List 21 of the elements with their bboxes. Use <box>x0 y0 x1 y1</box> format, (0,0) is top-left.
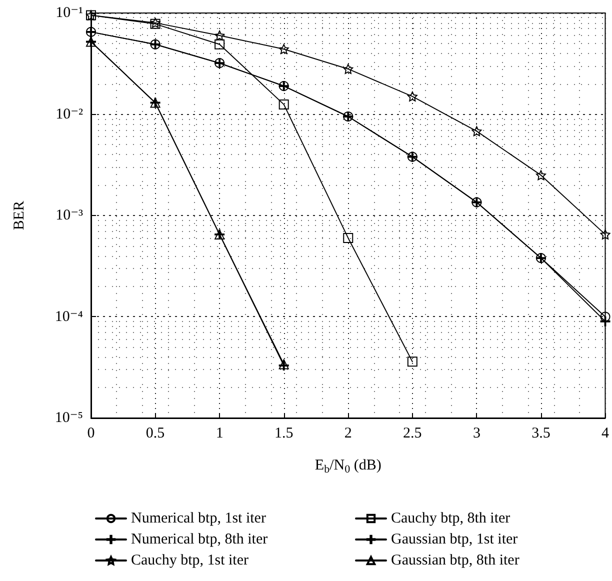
x-tick-label: 3.5 <box>532 426 550 442</box>
x-tick-label: 0.5 <box>146 426 165 442</box>
legend-label: Cauchy btp, 1st iter <box>131 552 248 568</box>
legend-label: Gaussian btp, 1st iter <box>391 532 518 548</box>
legend-label: Cauchy btp, 8th iter <box>391 510 510 526</box>
x-tick-label: 4 <box>602 426 610 442</box>
y-tick-label: 10⁻⁵ <box>54 410 83 426</box>
y-tick-label: 10⁻³ <box>56 208 84 224</box>
x-tick-label: 1.5 <box>274 426 294 442</box>
x-tick-label: 2 <box>344 426 352 442</box>
x-tick-label: 1 <box>216 426 224 442</box>
y-tick-label: 10⁻² <box>56 106 84 122</box>
legend-label: Gaussian btp, 8th iter <box>391 552 520 568</box>
y-tick-label: 10⁻⁴ <box>54 308 83 325</box>
x-tick-label: 0 <box>87 426 95 442</box>
legend-label: Numerical btp, 8th iter <box>131 532 268 548</box>
x-tick-label: 3 <box>472 426 480 442</box>
y-tick-label: 10⁻¹ <box>56 5 83 21</box>
y-axis-title: BER <box>12 200 28 230</box>
x-tick-label: 2.5 <box>403 426 422 442</box>
legend-label: Numerical btp, 1st iter <box>131 510 266 526</box>
